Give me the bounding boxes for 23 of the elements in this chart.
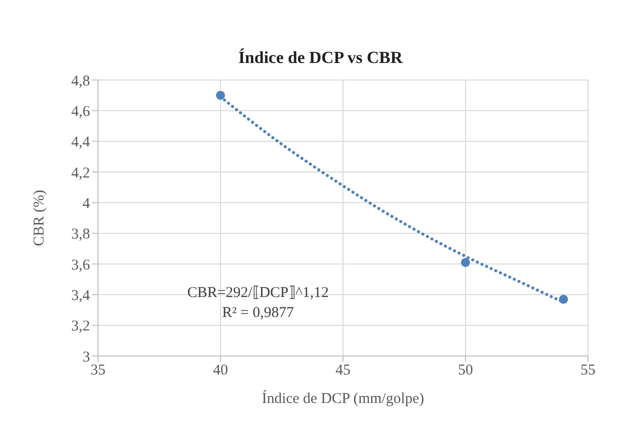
x-axis-title: Índice de DCP (mm/golpe): [262, 390, 424, 407]
annotation: R² = 0,9877: [221, 305, 295, 322]
annotation: CBR=292/⟦DCP⟧^1,12: [186, 284, 330, 302]
chart-title: Índice de DCP vs CBR: [237, 48, 404, 68]
point: [216, 90, 226, 100]
point: [558, 294, 568, 304]
x-tick-label: 55: [580, 362, 596, 379]
y-axis-title: CBR (%): [31, 190, 48, 246]
x-tick-label: 40: [213, 362, 228, 379]
y-tick-label: 3: [82, 349, 90, 366]
y-tick-label: 4,6: [71, 104, 90, 120]
x-tick-label: 50: [458, 362, 473, 379]
y-tick-label: 4,8: [71, 73, 90, 90]
y-tick-label: 3,4: [71, 288, 90, 304]
x-tick-label: 35: [90, 362, 106, 379]
y-tick-label: 3,2: [71, 318, 90, 335]
y-tick-label: 3,8: [71, 226, 90, 243]
point: [460, 258, 470, 267]
y-tick-label: 4,4: [71, 134, 90, 151]
y-tick-label: 3,6: [71, 257, 90, 274]
x-tick-label: 45: [336, 362, 350, 379]
y-tick-label: 4: [82, 196, 90, 212]
y-tick-label: 4,2: [71, 165, 90, 182]
